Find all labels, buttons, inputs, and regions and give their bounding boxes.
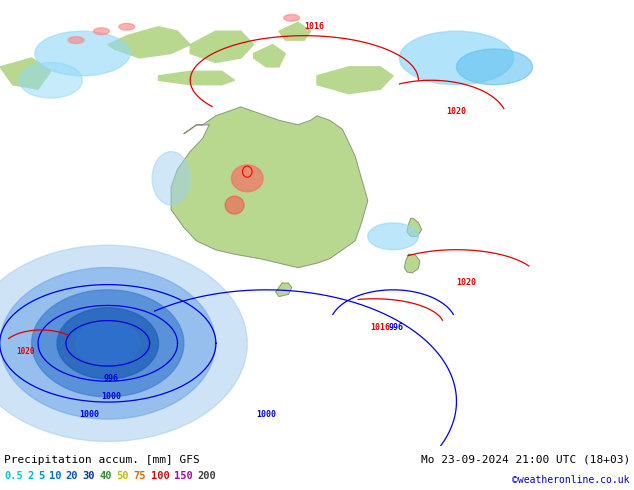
Polygon shape xyxy=(190,31,254,62)
Text: 0.5: 0.5 xyxy=(4,471,23,481)
Ellipse shape xyxy=(93,28,109,35)
Circle shape xyxy=(0,268,216,419)
Polygon shape xyxy=(317,67,393,94)
Text: 1020: 1020 xyxy=(16,347,35,357)
Text: 2: 2 xyxy=(27,471,34,481)
Ellipse shape xyxy=(35,31,130,76)
Circle shape xyxy=(57,308,158,379)
Ellipse shape xyxy=(456,49,533,85)
Text: 1016: 1016 xyxy=(370,323,391,332)
Polygon shape xyxy=(171,107,368,268)
Text: 30: 30 xyxy=(82,471,95,481)
Text: 40: 40 xyxy=(100,471,112,481)
Circle shape xyxy=(0,245,247,441)
Polygon shape xyxy=(276,283,292,296)
Text: 1020: 1020 xyxy=(456,278,476,287)
Ellipse shape xyxy=(399,31,514,85)
Ellipse shape xyxy=(68,37,84,44)
Ellipse shape xyxy=(225,196,244,214)
Polygon shape xyxy=(0,58,51,89)
Text: 5: 5 xyxy=(38,471,44,481)
Ellipse shape xyxy=(231,165,263,192)
Text: 1000: 1000 xyxy=(79,410,99,419)
Text: Precipitation accum. [mm] GFS: Precipitation accum. [mm] GFS xyxy=(4,455,200,465)
Text: 996: 996 xyxy=(389,323,404,332)
Text: 1000: 1000 xyxy=(256,410,276,419)
Circle shape xyxy=(32,290,184,397)
Polygon shape xyxy=(404,254,420,273)
Text: 10: 10 xyxy=(48,471,61,481)
Text: 1016: 1016 xyxy=(304,22,324,31)
Ellipse shape xyxy=(368,223,418,250)
Text: 1000: 1000 xyxy=(101,392,121,401)
Text: 150: 150 xyxy=(174,471,193,481)
Polygon shape xyxy=(279,22,311,40)
Polygon shape xyxy=(407,219,422,236)
Text: 75: 75 xyxy=(134,471,146,481)
Polygon shape xyxy=(158,72,235,85)
Text: 20: 20 xyxy=(65,471,78,481)
Text: 100: 100 xyxy=(150,471,169,481)
Text: 200: 200 xyxy=(198,471,216,481)
Circle shape xyxy=(76,321,139,366)
Text: ©weatheronline.co.uk: ©weatheronline.co.uk xyxy=(512,475,630,485)
Ellipse shape xyxy=(283,15,299,21)
Polygon shape xyxy=(254,45,285,67)
Ellipse shape xyxy=(19,62,82,98)
Ellipse shape xyxy=(119,24,135,30)
Ellipse shape xyxy=(152,151,190,205)
Text: 50: 50 xyxy=(117,471,129,481)
Polygon shape xyxy=(108,27,190,58)
Text: Mo 23-09-2024 21:00 UTC (18+03): Mo 23-09-2024 21:00 UTC (18+03) xyxy=(421,455,630,465)
Text: 996: 996 xyxy=(103,374,119,383)
Text: 1020: 1020 xyxy=(446,107,467,116)
